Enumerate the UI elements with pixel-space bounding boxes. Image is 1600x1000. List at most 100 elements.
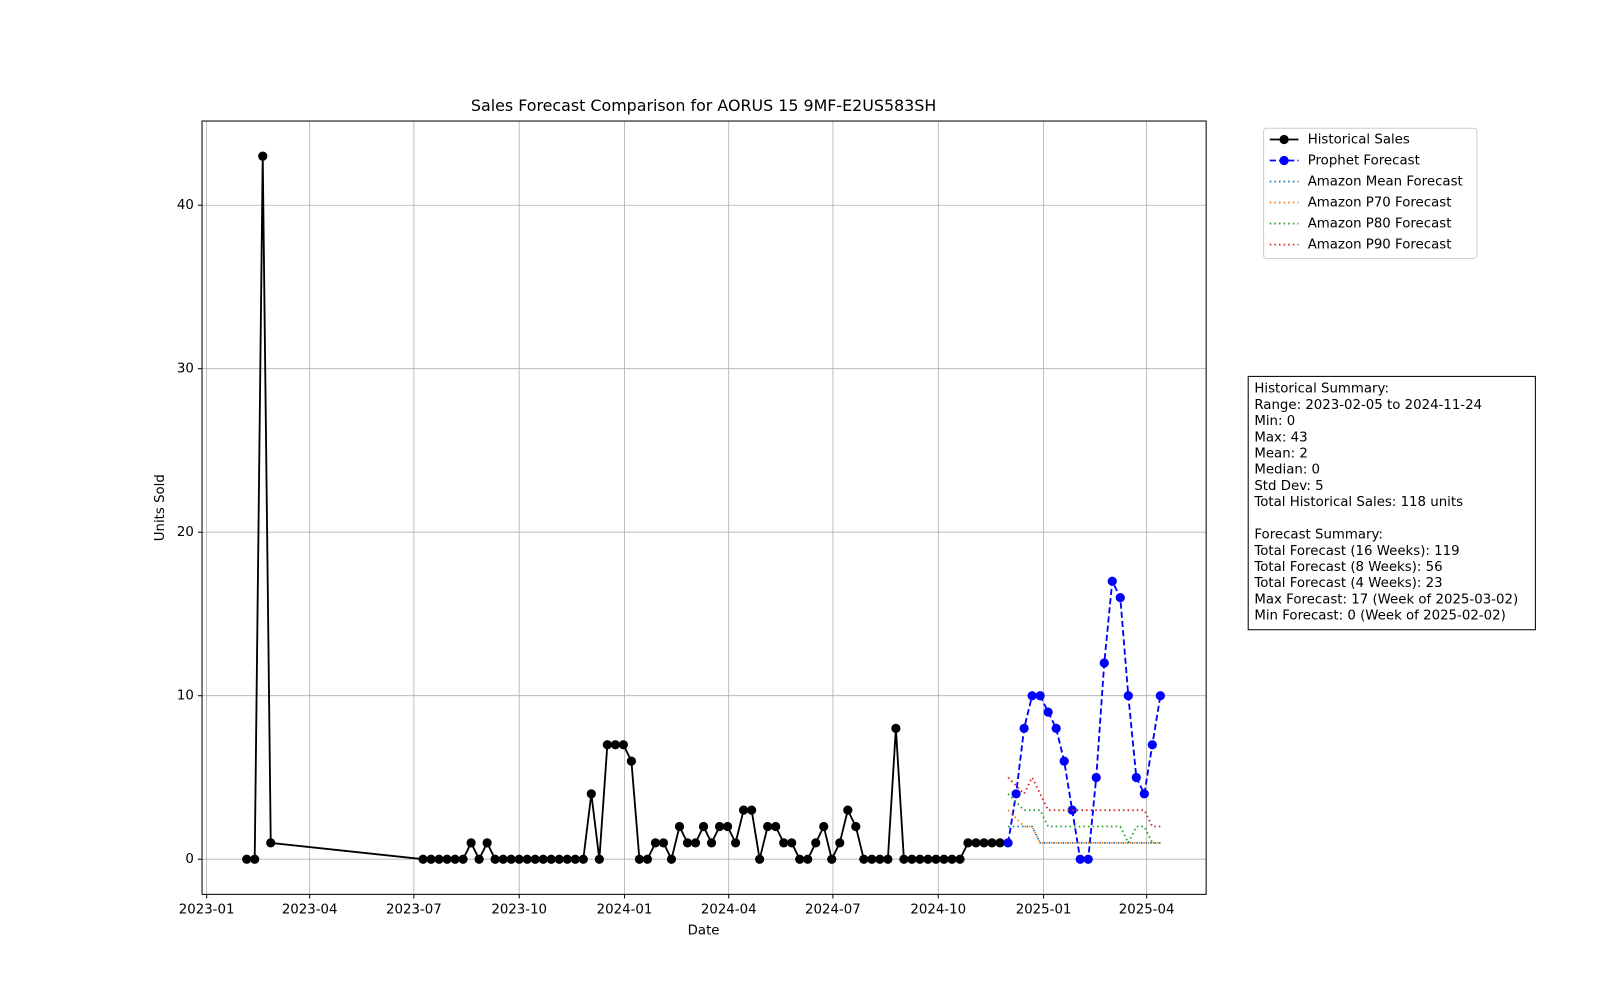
data-point xyxy=(787,838,797,848)
data-point xyxy=(1051,723,1061,734)
data-point xyxy=(995,838,1005,848)
data-point xyxy=(979,838,989,848)
data-point xyxy=(859,854,869,864)
legend-label: Amazon P80 Forecast xyxy=(1308,217,1452,232)
chart-title: Sales Forecast Comparison for AORUS 15 9… xyxy=(471,96,936,115)
data-point xyxy=(578,854,588,864)
x-axis-label: Date xyxy=(688,923,720,938)
data-point xyxy=(1075,854,1085,864)
data-point xyxy=(658,838,669,848)
data-point xyxy=(730,838,741,848)
data-point xyxy=(915,854,925,864)
legend-marker xyxy=(1279,134,1289,145)
data-point xyxy=(682,838,693,848)
data-point xyxy=(418,854,428,864)
annotation-line: Total Historical Sales: 118 units xyxy=(1253,495,1463,510)
annotation-line: Mean: 2 xyxy=(1254,447,1308,462)
data-point xyxy=(1155,691,1165,701)
annotation-line: Total Forecast (4 Weeks): 23 xyxy=(1253,576,1442,591)
y-tick-label: 40 xyxy=(177,198,194,213)
data-point xyxy=(626,756,637,766)
data-point xyxy=(1003,838,1013,848)
y-axis-label: Units Sold xyxy=(153,474,168,541)
data-point xyxy=(795,854,805,864)
x-tick-label: 2024-04 xyxy=(701,903,757,918)
data-point xyxy=(482,838,492,848)
legend-label: Historical Sales xyxy=(1308,132,1410,147)
data-point xyxy=(530,854,540,864)
data-point xyxy=(602,740,612,750)
data-point xyxy=(843,805,853,815)
data-point xyxy=(931,854,941,864)
legend-box xyxy=(1263,127,1478,259)
data-point xyxy=(586,789,596,799)
series-line xyxy=(1007,809,1161,844)
data-point xyxy=(1107,576,1117,586)
data-point xyxy=(955,854,965,864)
data-point xyxy=(698,821,709,832)
x-tick-label: 2025-04 xyxy=(1119,903,1175,918)
data-point xyxy=(522,854,532,864)
data-point xyxy=(987,838,997,848)
y-tick-label: 0 xyxy=(185,852,193,867)
legend-label: Prophet Forecast xyxy=(1308,154,1420,169)
data-point xyxy=(779,838,789,848)
series-line xyxy=(1007,793,1161,845)
x-tick-label: 2024-07 xyxy=(805,903,861,918)
data-point xyxy=(763,821,773,832)
data-point xyxy=(722,821,733,832)
legend-label: Amazon Mean Forecast xyxy=(1308,175,1463,190)
data-point xyxy=(1123,691,1133,701)
annotation-line: Total Forecast (8 Weeks): 56 xyxy=(1253,560,1442,575)
data-point xyxy=(1043,707,1053,717)
y-tick-label: 10 xyxy=(177,689,194,704)
annotation-box xyxy=(1247,375,1536,631)
data-point xyxy=(827,854,837,864)
data-point xyxy=(634,854,645,864)
data-point xyxy=(771,821,781,832)
data-point xyxy=(835,838,845,848)
data-point xyxy=(939,854,949,864)
data-point xyxy=(570,854,580,864)
data-point xyxy=(1027,691,1037,701)
x-tick-label: 2023-01 xyxy=(179,903,235,918)
annotation-line: Range: 2023-02-05 to 2024-11-24 xyxy=(1254,398,1482,413)
legend-label: Amazon P90 Forecast xyxy=(1308,238,1452,253)
data-point xyxy=(891,723,901,734)
annotation-line: Historical Summary: xyxy=(1254,382,1389,397)
data-point xyxy=(714,821,725,832)
x-tick-label: 2023-10 xyxy=(491,903,547,918)
plot-frame xyxy=(201,120,1207,895)
data-point xyxy=(458,854,468,864)
legend-marker xyxy=(1279,155,1289,166)
x-tick-label: 2023-07 xyxy=(386,903,442,918)
data-point xyxy=(755,854,765,864)
data-point xyxy=(1035,691,1045,701)
data-point xyxy=(514,854,524,864)
x-tick-label: 2024-10 xyxy=(910,903,966,918)
data-point xyxy=(618,740,629,750)
data-point xyxy=(554,854,564,864)
data-point xyxy=(610,740,620,750)
data-point xyxy=(1059,756,1069,766)
annotation-line: Max: 43 xyxy=(1254,430,1307,445)
data-point xyxy=(466,838,476,848)
annotation-line: Median: 0 xyxy=(1254,463,1320,478)
data-point xyxy=(875,854,885,864)
data-point xyxy=(1131,772,1141,783)
data-point xyxy=(674,821,685,832)
data-point xyxy=(1099,658,1109,668)
x-tick-label: 2023-04 xyxy=(282,903,338,918)
data-point xyxy=(747,805,757,815)
annotation-line: Std Dev: 5 xyxy=(1254,479,1323,494)
data-point xyxy=(811,838,821,848)
annotation-line: Min: 0 xyxy=(1254,414,1295,429)
data-point xyxy=(706,838,717,848)
annotation-line: Min Forecast: 0 (Week of 2025-02-02) xyxy=(1254,609,1505,624)
data-point xyxy=(642,854,653,864)
data-point xyxy=(1115,592,1125,603)
annotation-line: Forecast Summary: xyxy=(1254,528,1383,543)
data-point xyxy=(490,854,500,864)
data-point xyxy=(971,838,981,848)
